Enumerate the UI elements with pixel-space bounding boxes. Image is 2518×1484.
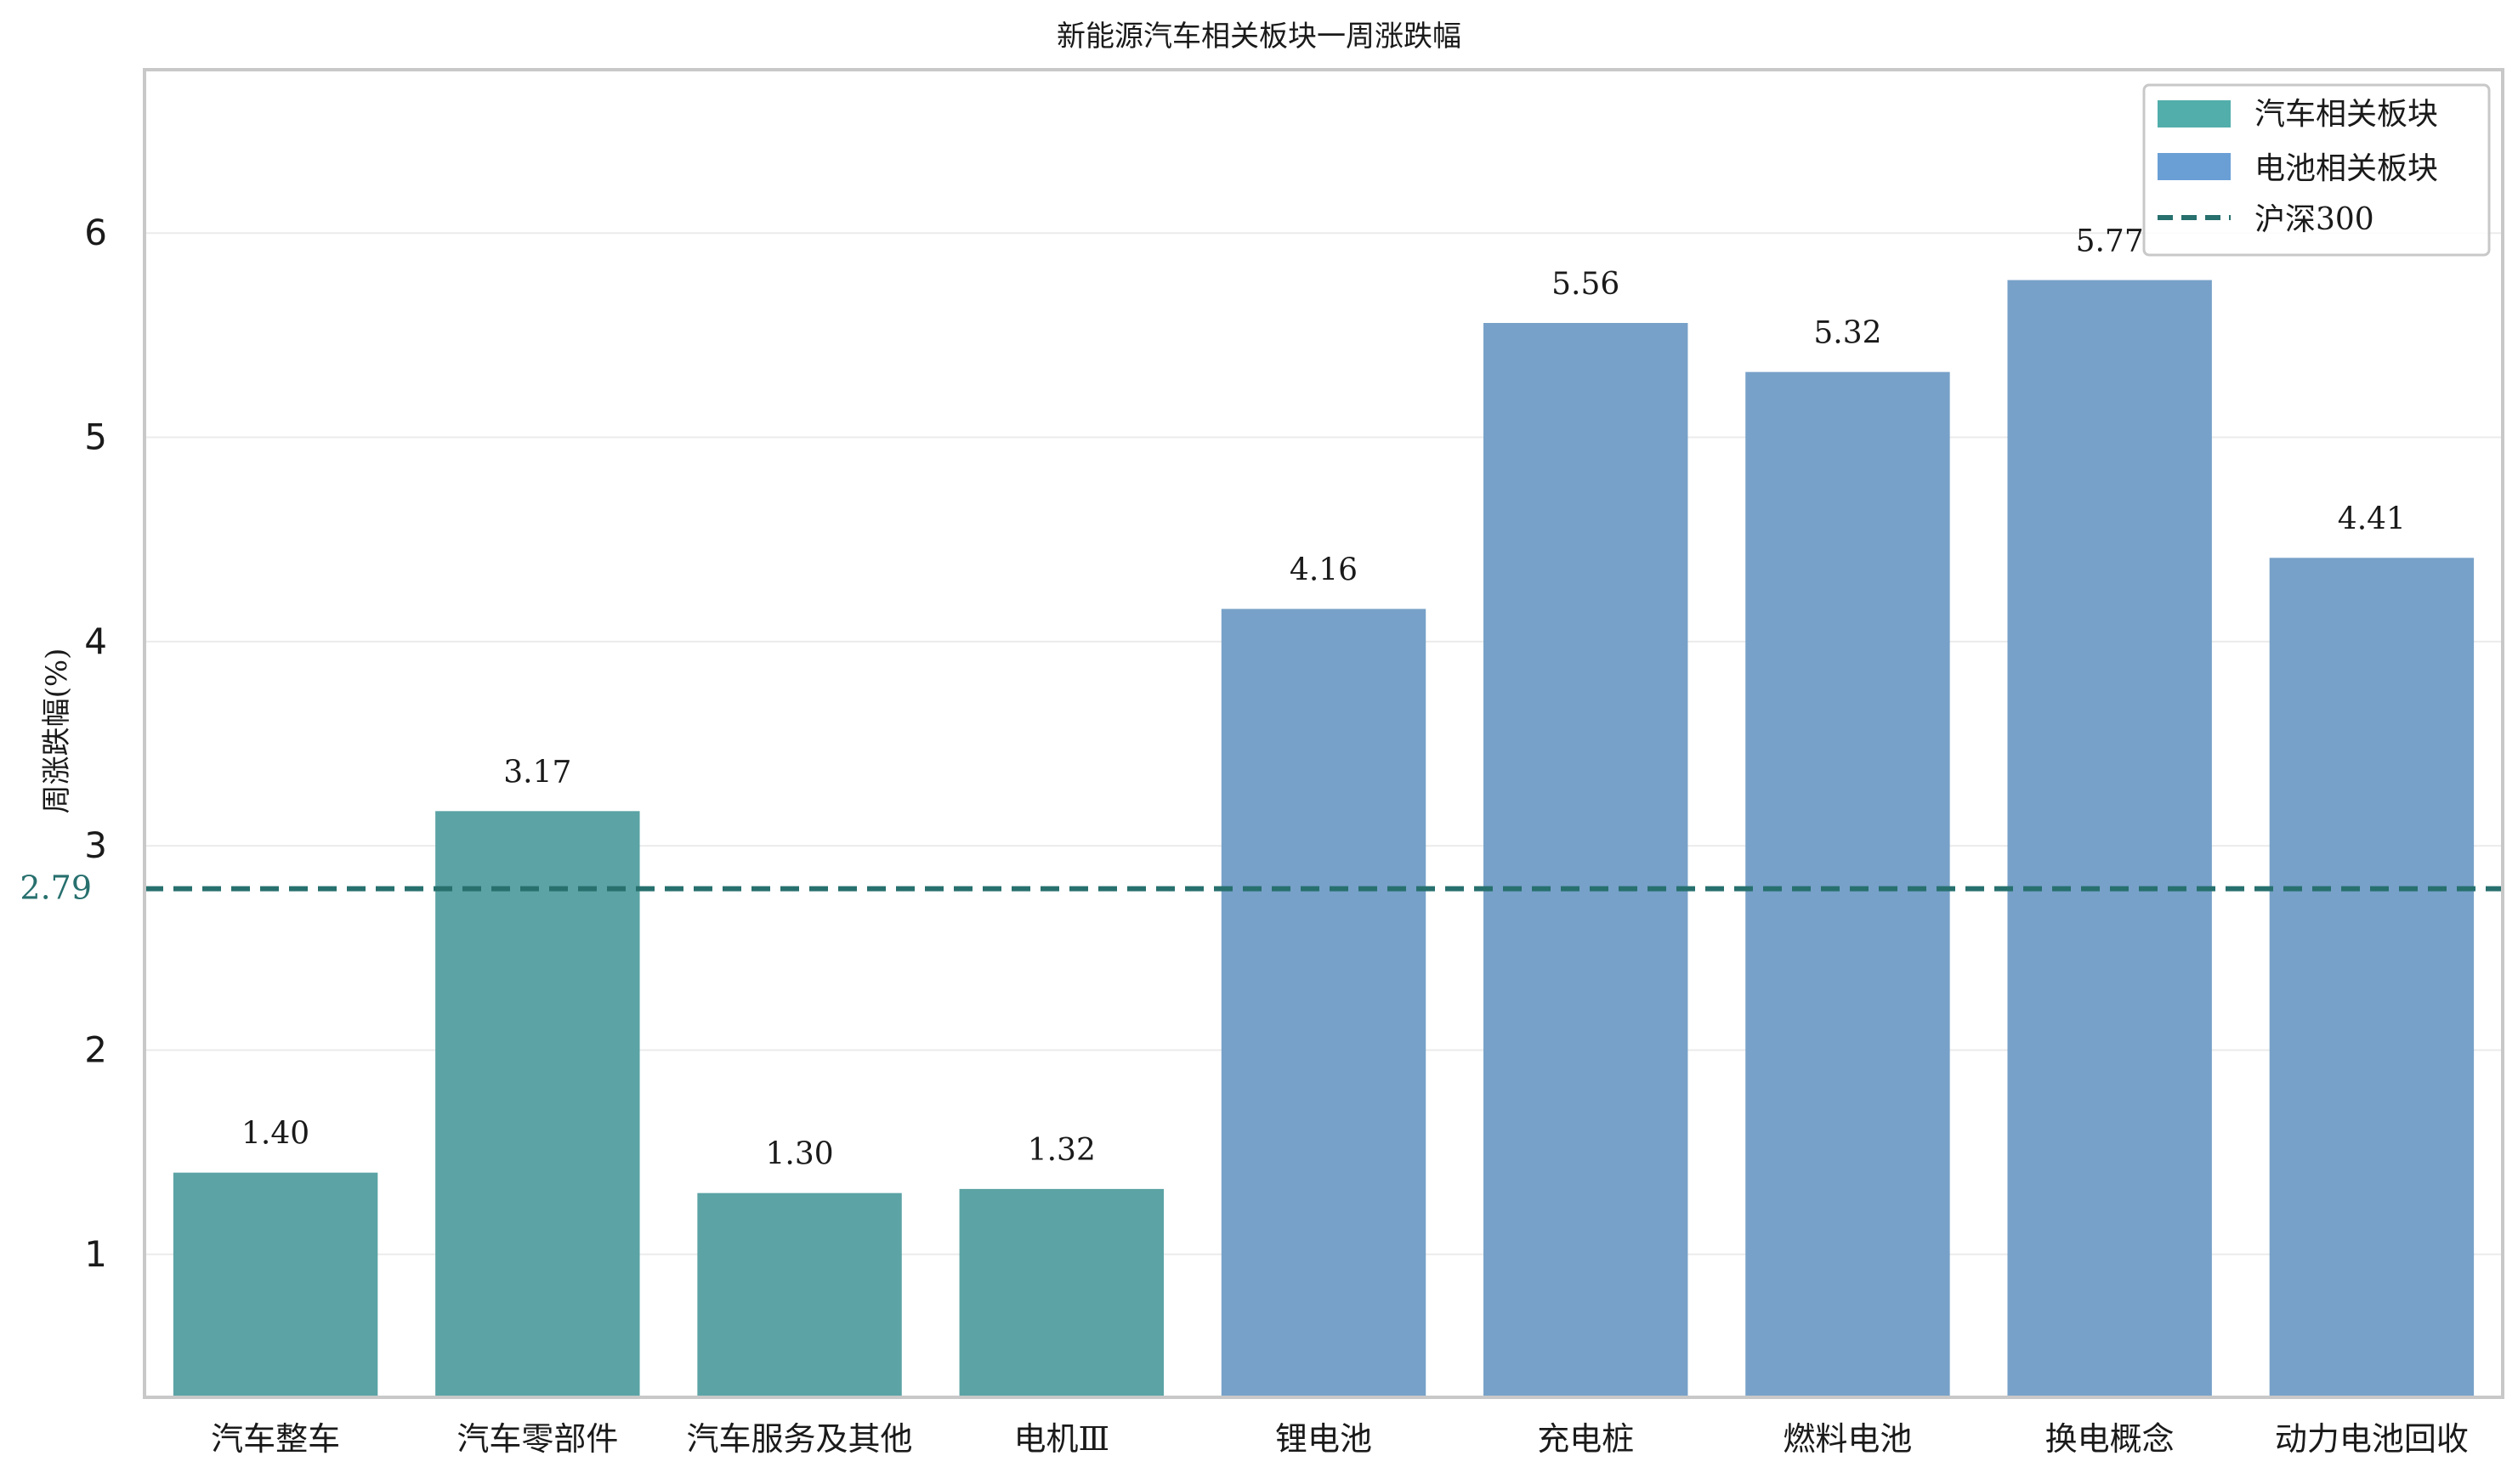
y-axis-label: 周涨跌幅(%) bbox=[40, 649, 74, 814]
x-axis-categories: 汽车整车 汽车零部件 汽车服务及其他 电机Ⅲ 锂电池 充电桩 燃料电池 换电概念 动力电池回收 bbox=[211, 1420, 2469, 1458]
y-tick-label: 5 bbox=[84, 416, 107, 458]
chart-title: 新能源汽车相关板块一周涨跌幅 bbox=[1057, 20, 1461, 54]
bar-value-label: 1.32 bbox=[1028, 1133, 1096, 1168]
legend-label-battery: 电池相关板块 bbox=[2254, 151, 2438, 186]
plot-frame bbox=[143, 68, 2504, 1399]
y-tick-label: 2 bbox=[84, 1028, 107, 1070]
legend: 汽车相关板块 电池相关板块 沪深300 bbox=[2142, 83, 2491, 257]
x-category-label: 汽车零部件 bbox=[457, 1420, 618, 1458]
bar-value-label: 5.56 bbox=[1551, 267, 1619, 302]
bar-value-label: 5.77 bbox=[2076, 224, 2144, 259]
x-category-label: 电机Ⅲ bbox=[1013, 1420, 1109, 1458]
bar bbox=[1221, 609, 1426, 1397]
bar bbox=[1745, 371, 1950, 1397]
bar-value-label: 1.30 bbox=[765, 1137, 833, 1172]
y-tick-label: 1 bbox=[84, 1233, 107, 1275]
y-axis-ticks: 1 2 3 4 5 6 bbox=[84, 212, 107, 1275]
bar bbox=[2269, 558, 2475, 1397]
legend-label-auto: 汽车相关板块 bbox=[2254, 97, 2438, 132]
reference-line-group: 2.79 bbox=[20, 869, 2503, 907]
x-category-label: 充电桩 bbox=[1537, 1420, 1634, 1458]
legend-swatch-auto bbox=[2158, 100, 2231, 127]
bar-value-label: 5.32 bbox=[1813, 316, 1881, 351]
bar bbox=[1483, 322, 1688, 1397]
bar bbox=[173, 1172, 378, 1397]
legend-swatch-battery bbox=[2158, 153, 2231, 180]
bar-value-label: 1.40 bbox=[241, 1117, 309, 1152]
x-category-label: 换电概念 bbox=[2045, 1420, 2175, 1458]
bar-value-label: 3.17 bbox=[503, 755, 571, 790]
bar-value-label: 4.16 bbox=[1290, 552, 1358, 587]
y-tick-label: 4 bbox=[84, 620, 107, 662]
x-category-label: 动力电池回收 bbox=[2275, 1420, 2469, 1458]
bar bbox=[697, 1192, 902, 1397]
bar-value-label: 4.41 bbox=[2338, 501, 2406, 536]
y-tick-label: 6 bbox=[84, 212, 107, 253]
x-category-label: 汽车整车 bbox=[211, 1420, 340, 1458]
x-category-label: 燃料电池 bbox=[1783, 1420, 1912, 1458]
bar bbox=[959, 1188, 1164, 1397]
legend-label-reference: 沪深300 bbox=[2254, 202, 2374, 237]
bars: 1.40 3.17 1.30 1.32 4.16 5.56 5.32 5.77 4.41 bbox=[173, 224, 2475, 1397]
bar bbox=[2007, 280, 2212, 1397]
y-tick-label: 3 bbox=[84, 824, 107, 866]
bar bbox=[435, 811, 640, 1397]
x-category-label: 汽车服务及其他 bbox=[687, 1420, 913, 1458]
x-category-label: 锂电池 bbox=[1275, 1420, 1372, 1458]
reference-value-label: 2.79 bbox=[20, 869, 92, 907]
